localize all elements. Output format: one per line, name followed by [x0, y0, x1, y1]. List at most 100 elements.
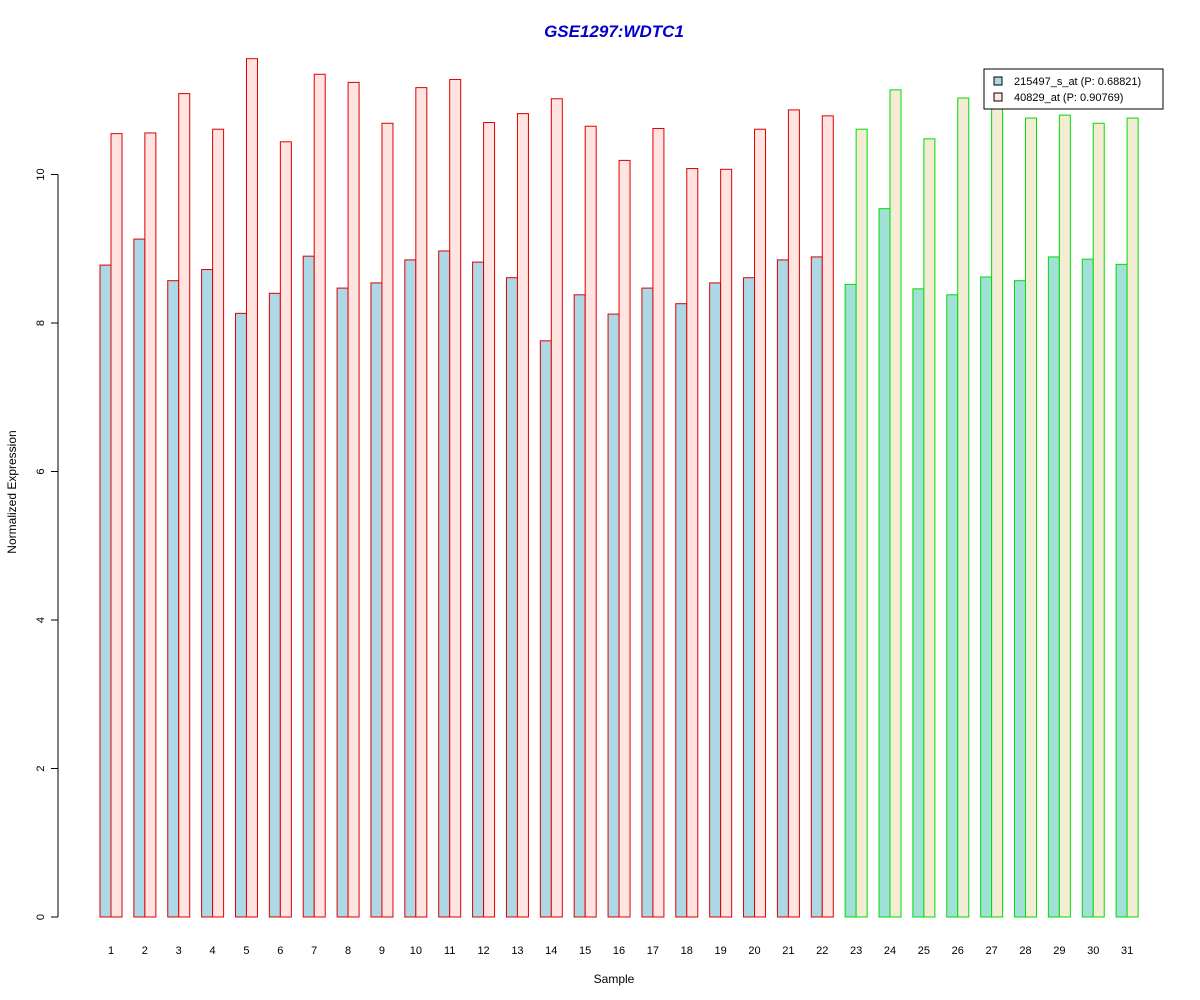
bars-layer	[99, 58, 1139, 918]
bar-sample-2-series-1	[133, 238, 146, 918]
bar-sample-24-series-1	[878, 208, 891, 918]
y-tick-label-0: 0	[35, 914, 47, 920]
bar-sample-17-series-1	[641, 287, 654, 918]
bar-sample-9-series-1	[370, 282, 383, 918]
x-tick-label-9: 9	[379, 945, 385, 957]
x-axis-label: Sample	[594, 972, 635, 986]
bar-sample-8-series-2	[347, 81, 360, 918]
legend-swatch-1	[993, 76, 1003, 86]
bar-sample-30-series-1	[1081, 258, 1094, 918]
bar-sample-18-series-1	[675, 303, 688, 918]
bar-sample-29-series-1	[1047, 256, 1060, 918]
bar-sample-31-series-2	[1126, 117, 1139, 918]
bar-sample-13-series-2	[516, 113, 529, 918]
legend-swatch-2	[993, 92, 1003, 102]
bar-sample-6-series-2	[279, 141, 292, 918]
bar-sample-1-series-2	[110, 133, 123, 918]
bar-sample-25-series-1	[912, 288, 925, 918]
bar-sample-28-series-1	[1013, 280, 1026, 918]
y-tick-label-4: 4	[35, 617, 47, 623]
bar-sample-4-series-1	[201, 269, 214, 918]
x-tick-label-12: 12	[477, 945, 489, 957]
x-tick-label-17: 17	[647, 945, 659, 957]
bar-sample-22-series-1	[810, 256, 823, 918]
bar-sample-23-series-2	[855, 128, 868, 918]
y-axis-label: Normalized Expression	[5, 430, 19, 553]
x-tick-label-4: 4	[210, 945, 216, 957]
bar-sample-11-series-1	[438, 250, 451, 918]
chart-title: GSE1297:WDTC1	[544, 22, 684, 41]
x-tick-label-14: 14	[545, 945, 557, 957]
bar-sample-26-series-2	[957, 97, 970, 918]
bar-sample-12-series-2	[483, 122, 496, 918]
bar-sample-22-series-2	[821, 115, 834, 918]
x-tick-label-6: 6	[277, 945, 283, 957]
legend-box	[983, 68, 1164, 110]
bar-sample-31-series-1	[1115, 263, 1128, 918]
bar-sample-14-series-1	[539, 340, 552, 918]
bar-sample-17-series-2	[652, 127, 665, 918]
x-axis: 1 2 3 4 5 6 7 8 9 10 11 12 13 14 15 16 17 18 19 20 21 22 23 24 2…	[108, 945, 1133, 957]
bar-sample-19-series-2	[720, 168, 733, 918]
bar-sample-7-series-1	[302, 255, 315, 918]
bar-sample-6-series-1	[268, 292, 281, 918]
x-tick-label-13: 13	[511, 945, 523, 957]
x-tick-label-21: 21	[782, 945, 794, 957]
x-tick-label-19: 19	[715, 945, 727, 957]
x-tick-label-28: 28	[1019, 945, 1031, 957]
x-tick-label-3: 3	[176, 945, 182, 957]
bar-sample-27-series-2	[991, 101, 1004, 918]
bar-sample-20-series-1	[743, 277, 756, 918]
bar-sample-26-series-1	[946, 294, 959, 918]
bar-sample-19-series-1	[709, 282, 722, 918]
bar-sample-29-series-2	[1058, 114, 1071, 918]
bar-sample-14-series-2	[550, 98, 563, 918]
y-axis: 0 2 4 6 8 10	[35, 168, 59, 920]
x-tick-label-18: 18	[681, 945, 693, 957]
legend: 215497_s_at (P: 0.68821) 40829_at (P: 0.9…	[983, 68, 1164, 110]
y-tick-label-10: 10	[35, 168, 47, 180]
bar-sample-23-series-1	[844, 283, 857, 918]
y-tick-label-2: 2	[35, 765, 47, 771]
bar-sample-4-series-2	[212, 128, 225, 918]
x-tick-label-5: 5	[243, 945, 249, 957]
bar-sample-7-series-2	[313, 73, 326, 918]
y-tick-label-8: 8	[35, 320, 47, 326]
bar-sample-11-series-2	[449, 78, 462, 918]
bar-sample-25-series-2	[923, 138, 936, 918]
bar-sample-21-series-1	[776, 259, 789, 918]
x-tick-label-26: 26	[952, 945, 964, 957]
y-tick-label-6: 6	[35, 468, 47, 474]
bar-sample-18-series-2	[686, 168, 699, 918]
bar-sample-3-series-1	[167, 280, 180, 918]
bar-sample-13-series-1	[505, 277, 518, 918]
bar-sample-15-series-1	[573, 294, 586, 918]
x-tick-label-22: 22	[816, 945, 828, 957]
x-tick-label-25: 25	[918, 945, 930, 957]
bar-sample-8-series-1	[336, 287, 349, 918]
bar-sample-9-series-2	[381, 122, 394, 918]
bar-sample-5-series-1	[234, 312, 247, 918]
x-tick-label-24: 24	[884, 945, 896, 957]
bar-sample-12-series-1	[472, 261, 485, 918]
bar-sample-5-series-2	[245, 58, 258, 918]
bar-sample-30-series-2	[1092, 122, 1105, 918]
legend-label-1: 215497_s_at (P: 0.68821)	[1014, 76, 1141, 88]
x-tick-label-11: 11	[444, 945, 455, 957]
x-tick-label-31: 31	[1121, 945, 1133, 957]
bar-sample-3-series-2	[178, 93, 191, 918]
bar-sample-16-series-2	[618, 159, 631, 918]
x-tick-label-15: 15	[579, 945, 591, 957]
x-tick-label-23: 23	[850, 945, 862, 957]
bar-sample-20-series-2	[754, 128, 767, 918]
x-tick-label-2: 2	[142, 945, 148, 957]
x-tick-label-10: 10	[410, 945, 422, 957]
bar-sample-21-series-2	[787, 109, 800, 918]
bar-sample-15-series-2	[584, 125, 597, 918]
x-tick-label-16: 16	[613, 945, 625, 957]
x-tick-label-30: 30	[1087, 945, 1099, 957]
x-tick-label-29: 29	[1053, 945, 1065, 957]
x-tick-label-7: 7	[311, 945, 317, 957]
x-tick-label-8: 8	[345, 945, 351, 957]
